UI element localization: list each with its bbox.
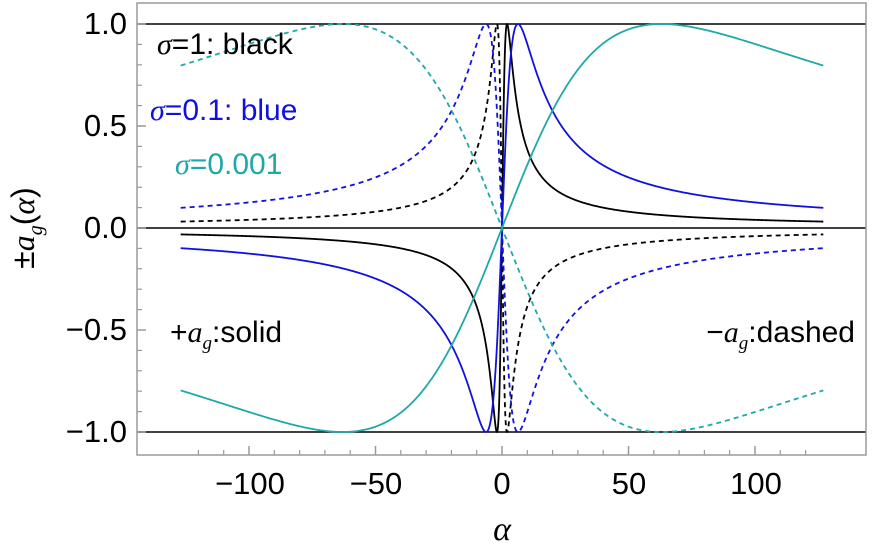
y-tick-label-0.5: 0.5: [84, 108, 127, 143]
x-tick-label-0: 0: [493, 466, 510, 501]
annotation-sigma-0.001-text: =0.001: [190, 148, 283, 181]
series-curves: [180, 23, 824, 433]
annotation-solid-prefix: +: [170, 316, 188, 349]
annotation-solid-text: :solid: [212, 316, 282, 349]
x-tick-label-neg50: −50: [350, 466, 403, 501]
series-line-sigma-0.1-dashed: [180, 23, 824, 433]
y-tick-label-neg1: −1.0: [66, 414, 127, 449]
axis-ticks: [137, 23, 807, 455]
annotation-dashed-text: :dashed: [748, 316, 855, 349]
x-tick-label-50: 50: [612, 466, 646, 501]
annotation-solid-a: a: [188, 316, 203, 349]
annotation-sigma-0.1-text: =0.1: blue: [165, 94, 298, 127]
annotation-sigma-0.1-symbol: σ: [150, 94, 166, 127]
annotation-sigma-1-black: σ=1: black: [157, 28, 294, 61]
annotation-sigma-0.001-symbol: σ: [175, 148, 191, 181]
x-tick-label-100: 100: [730, 466, 782, 501]
annotation-solid: +ag:solid: [170, 316, 282, 354]
annotation-dashed-a: a: [724, 316, 739, 349]
annotations: σ=1: black σ=0.1: blue σ=0.001 +ag:solid…: [150, 28, 855, 354]
annotation-dashed: −ag:dashed: [706, 316, 855, 354]
y-tick-label-neg0.5: −0.5: [66, 312, 127, 347]
series-line-sigma-1-dashed: [180, 23, 824, 433]
x-tick-label-neg100: −100: [215, 466, 285, 501]
annotation-sigma-0.001-teal: σ=0.001: [175, 148, 282, 181]
y-tick-label-0: 0.0: [84, 210, 127, 245]
series-line-sigma-0.001-dashed: [180, 23, 824, 433]
x-tick-labels: −100 −50 0 50 100: [215, 466, 782, 501]
x-axis-title: α: [493, 511, 512, 548]
annotation-solid-sub: g: [203, 333, 213, 354]
y-tick-label-1: 1.0: [84, 6, 127, 41]
annotation-sigma-1-symbol: σ: [157, 28, 173, 61]
annotation-dashed-prefix: −: [706, 316, 724, 349]
y-axis-title: ±ag(α): [5, 187, 47, 269]
y-tick-labels: 1.0 0.5 0.0 −0.5 −1.0: [66, 6, 127, 449]
annotation-dashed-sub: g: [739, 333, 749, 354]
annotation-sigma-1-text: =1: black: [172, 28, 294, 61]
annotation-sigma-0.1-blue: σ=0.1: blue: [150, 94, 297, 127]
